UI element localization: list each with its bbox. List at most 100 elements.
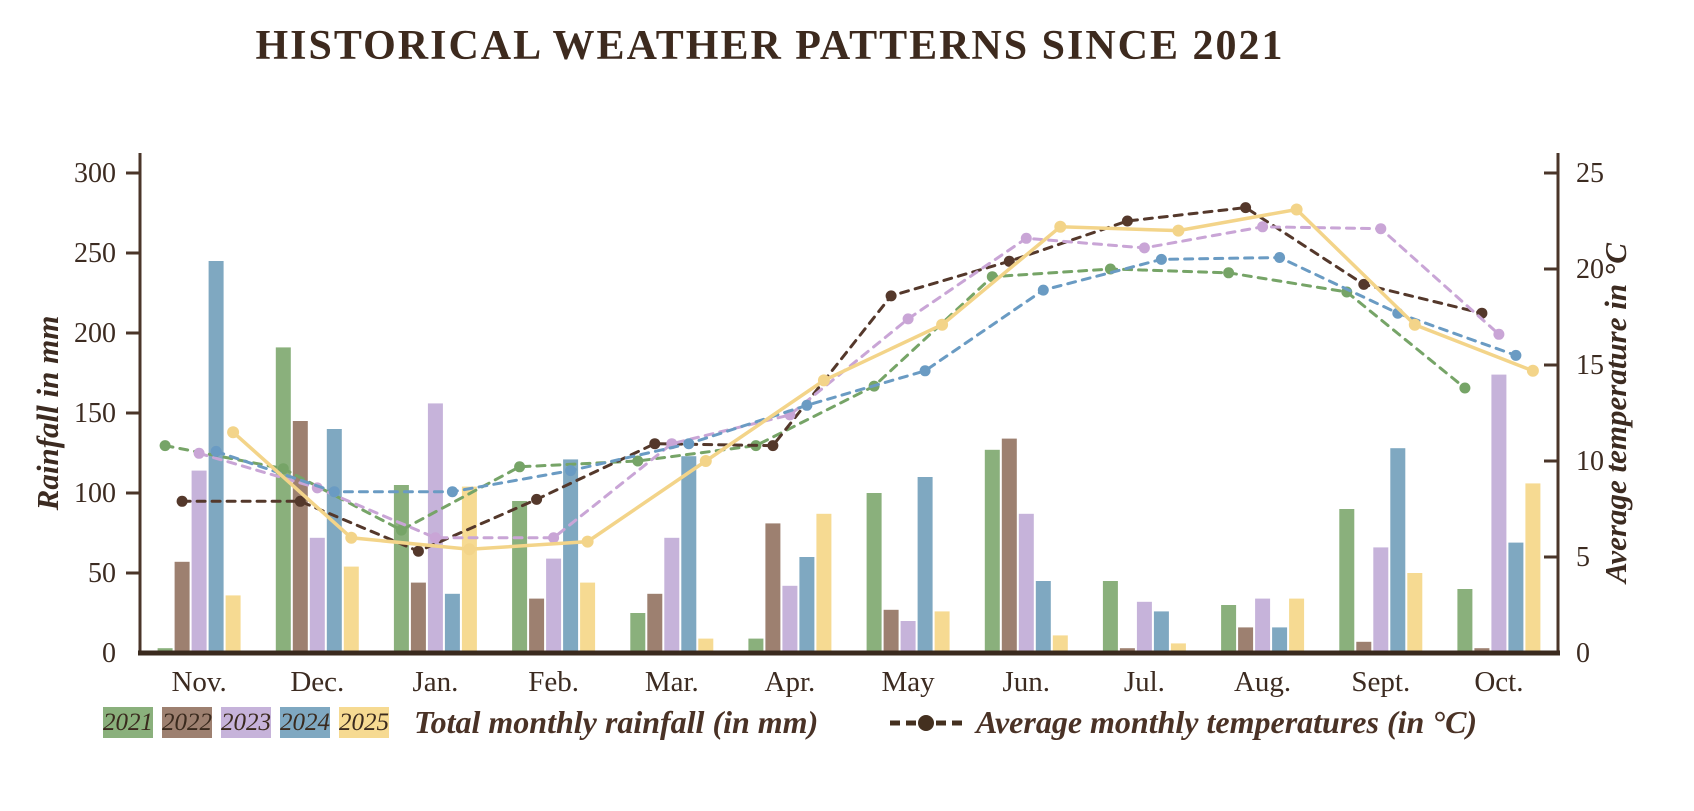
temperature-line-2021 [163, 267, 1467, 532]
right-tick-label-20: 20 [1576, 254, 1604, 285]
temperature-point-2021-oct [1459, 382, 1471, 394]
bar-2025-oct [1525, 483, 1541, 653]
temperature-point-2024-nov [210, 445, 222, 457]
bar-2024-dec [326, 429, 342, 653]
bar-2022-may [883, 609, 899, 653]
right-tick-label-25: 25 [1576, 158, 1604, 189]
x-label-mar: Mar. [645, 666, 699, 698]
x-label-sept: Sept. [1351, 666, 1410, 698]
temperature-line-2025 [231, 207, 1535, 552]
temperature-point-2023-jun [1020, 232, 1032, 244]
bar-2025-sept [1407, 573, 1423, 653]
temperature-point-2025-dec [345, 531, 358, 544]
bar-2025-mar [698, 638, 714, 653]
rainfall-legend: 2021 2022 2023 2024 2025 Total monthly rainf… [103, 704, 818, 741]
temperature-point-2021-mar [632, 455, 644, 467]
temperature-point-2024-mar [683, 438, 695, 450]
x-label-dec: Dec. [290, 666, 344, 698]
temperature-point-2022-jul [1121, 215, 1133, 227]
bar-2022-nov [174, 561, 190, 653]
legend-swatch-2022: 2022 [162, 707, 212, 738]
bar-2024-jun [1035, 581, 1051, 653]
temperature-point-2023-jan [429, 532, 441, 544]
temperature-point-2025-feb [581, 535, 594, 548]
temperature-point-2023-oct [1493, 328, 1505, 340]
bar-2021-jul [1102, 581, 1118, 653]
bar-2021-mar [630, 613, 646, 653]
temperature-legend: Average monthly temperatures (in °C) [888, 704, 1477, 741]
bar-2022-aug [1238, 627, 1254, 653]
temperature-point-2023-sept [1375, 223, 1387, 235]
bar-2023-nov [191, 470, 207, 653]
temperature-point-2024-aug [1274, 252, 1286, 263]
left-tick-label-100: 100 [74, 478, 116, 509]
bar-2021-feb [512, 501, 528, 653]
right-tick-label-5: 5 [1576, 542, 1590, 573]
bar-2021-may [866, 493, 882, 653]
bar-2023-feb [546, 558, 562, 653]
bar-2024-jan [444, 593, 460, 653]
left-tick-label-150: 150 [74, 398, 116, 429]
bar-2022-apr [765, 523, 781, 653]
bar-2023-oct [1491, 374, 1507, 653]
legend-swatch-2025: 2025 [339, 707, 389, 738]
temperature-point-2021-nov [159, 440, 171, 452]
bar-2021-dec [275, 347, 291, 653]
bar-2025-aug [1289, 598, 1305, 653]
bar-2021-jun [984, 449, 1000, 653]
temperature-point-2025-oct [1526, 364, 1539, 377]
left-tick-label-0: 0 [102, 638, 116, 669]
year-swatches: 2021 2022 2023 2024 2025 [103, 707, 398, 738]
bar-2021-sept [1339, 509, 1355, 653]
temperature-point-2022-jan [412, 545, 424, 557]
bar-2024-feb [563, 459, 579, 653]
left-tick-label-300: 300 [74, 158, 116, 189]
right-tick-label-15: 15 [1576, 350, 1604, 381]
bar-2023-mar [664, 537, 680, 653]
temperature-point-2023-nov [193, 447, 205, 459]
bar-2025-apr [816, 513, 832, 653]
bar-2025-jan [461, 486, 477, 653]
temperature-point-2025-mar [699, 455, 712, 467]
temperature-point-2025-aug [1290, 203, 1303, 216]
temperature-point-2021-feb [514, 461, 526, 473]
legend-swatch-2021: 2021 [103, 707, 153, 738]
bar-2024-aug [1272, 627, 1288, 653]
x-label-apr: Apr. [765, 666, 816, 698]
bar-2024-apr [799, 557, 815, 653]
legend-swatch-2023: 2023 [221, 707, 271, 738]
temperature-point-2024-may [919, 365, 931, 377]
bar-2023-aug [1255, 598, 1271, 653]
bar-2024-mar [681, 456, 697, 653]
x-label-jul: Jul. [1124, 666, 1165, 698]
temperature-point-2024-jun [1037, 284, 1049, 296]
bar-2022-mar [647, 593, 663, 653]
bar-2024-sept [1390, 448, 1406, 653]
bar-2023-jun [1018, 513, 1034, 653]
x-label-jun: Jun. [1003, 666, 1051, 698]
temperature-point-2022-aug [1240, 202, 1252, 214]
temperature-point-2025-may [936, 318, 949, 331]
temperature-legend-label: Average monthly temperatures (in °C) [976, 704, 1478, 740]
temperature-point-2023-aug [1257, 221, 1269, 233]
bar-2022-jun [1001, 438, 1017, 653]
temperature-point-2023-feb [548, 532, 560, 544]
legend: 2021 2022 2023 2024 2025 Total monthly rainf… [0, 704, 1694, 764]
x-label-aug: Aug. [1234, 666, 1291, 698]
x-label-feb: Feb. [528, 666, 579, 698]
temperature-point-2022-may [885, 290, 897, 302]
left-axis-title: Rainfall in mm [30, 316, 65, 512]
temperature-point-2025-apr [817, 374, 830, 387]
bar-2024-oct [1508, 542, 1524, 653]
temperature-point-2023-jul [1138, 242, 1150, 254]
bar-2021-oct [1457, 589, 1473, 653]
temperature-point-2021-aug [1223, 267, 1235, 279]
bar-2024-jul [1153, 611, 1169, 653]
bar-2022-jan [410, 582, 426, 653]
temperature-point-2024-apr [801, 399, 813, 411]
bar-2021-jan [393, 485, 409, 653]
bar-2025-jul [1170, 643, 1186, 653]
left-tick-label-250: 250 [74, 238, 116, 269]
temperature-point-2021-dec [277, 463, 289, 475]
